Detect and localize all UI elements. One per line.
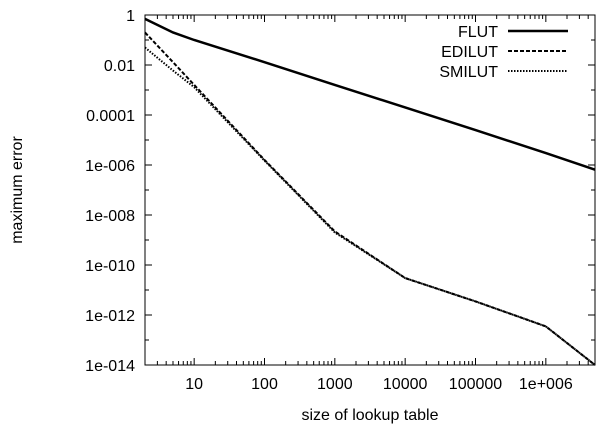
legend: FLUT EDILUT SMILUT	[439, 24, 568, 81]
legend-label-edilut: EDILUT	[441, 44, 498, 61]
y-tick-label: 1	[126, 8, 135, 25]
y-tick-label: 1e-010	[85, 258, 135, 275]
y-tick-label: 1e-008	[85, 208, 135, 225]
legend-label-smilut: SMILUT	[439, 64, 498, 81]
series-line-flut	[144, 17, 596, 171]
legend-label-flut: FLUT	[458, 24, 498, 41]
y-tick-label: 1e-006	[85, 158, 135, 175]
y-tick-label: 1e-014	[85, 358, 135, 375]
series-line-edilut	[144, 31, 596, 366]
series-line-smilut	[144, 46, 596, 366]
plot-frame	[144, 14, 596, 366]
y-tick-label: 0.0001	[86, 108, 135, 125]
x-axis-title: size of lookup table	[302, 407, 439, 424]
x-tick-label: 10000	[383, 376, 428, 393]
y-tick-label: 0.01	[104, 58, 135, 75]
x-tick-label: 1e+006	[519, 376, 573, 393]
series-group	[144, 17, 596, 366]
y-axis-title: maximum error	[9, 136, 26, 244]
x-tick-label: 100000	[449, 376, 502, 393]
x-tick-label: 100	[251, 376, 278, 393]
y-tick-label: 1e-012	[85, 308, 135, 325]
x-tick-label: 1000	[317, 376, 353, 393]
x-tick-label: 10	[185, 376, 203, 393]
axis-ticks: 10 100 1000 10000 100000 1e+006 1 0.01 0.0001 1e-…	[85, 8, 596, 393]
